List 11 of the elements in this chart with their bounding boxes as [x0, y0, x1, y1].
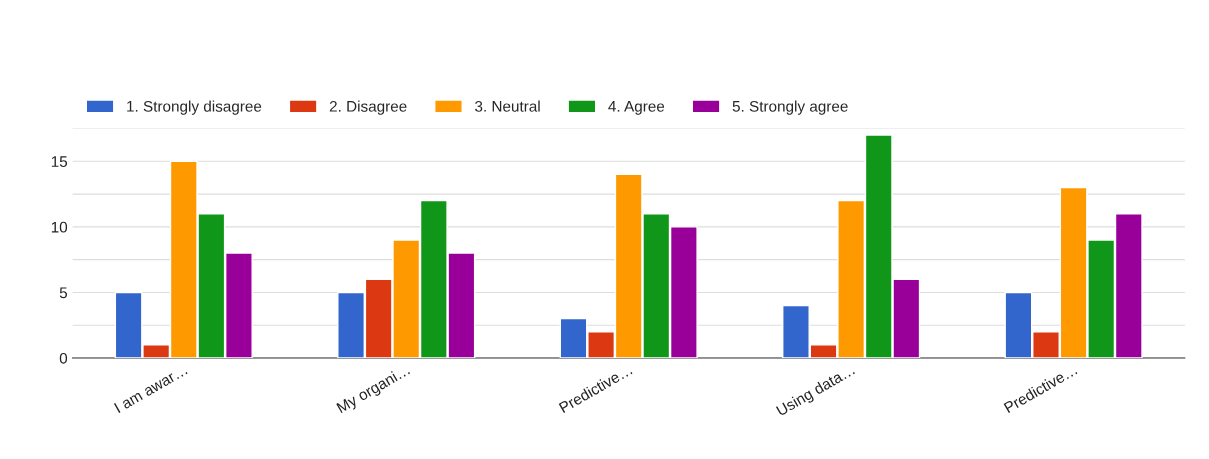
legend-label: 2. Disagree — [329, 100, 407, 115]
y-tick-label: 15 — [51, 156, 68, 167]
y-tick-label: 10 — [51, 221, 68, 233]
x-tick-label: Using data… — [775, 363, 857, 419]
x-tick-label: I am awar… — [113, 364, 188, 414]
y-tick-label: 0 — [59, 352, 68, 364]
y-tick-label: 5 — [59, 287, 68, 299]
legend-label: 3. Neutral — [475, 100, 540, 112]
legend-label: 5. Strongly agree — [732, 100, 848, 115]
legend-label: 4. Agree — [608, 101, 665, 115]
legend-label: 1. Strongly disagree — [127, 100, 262, 115]
